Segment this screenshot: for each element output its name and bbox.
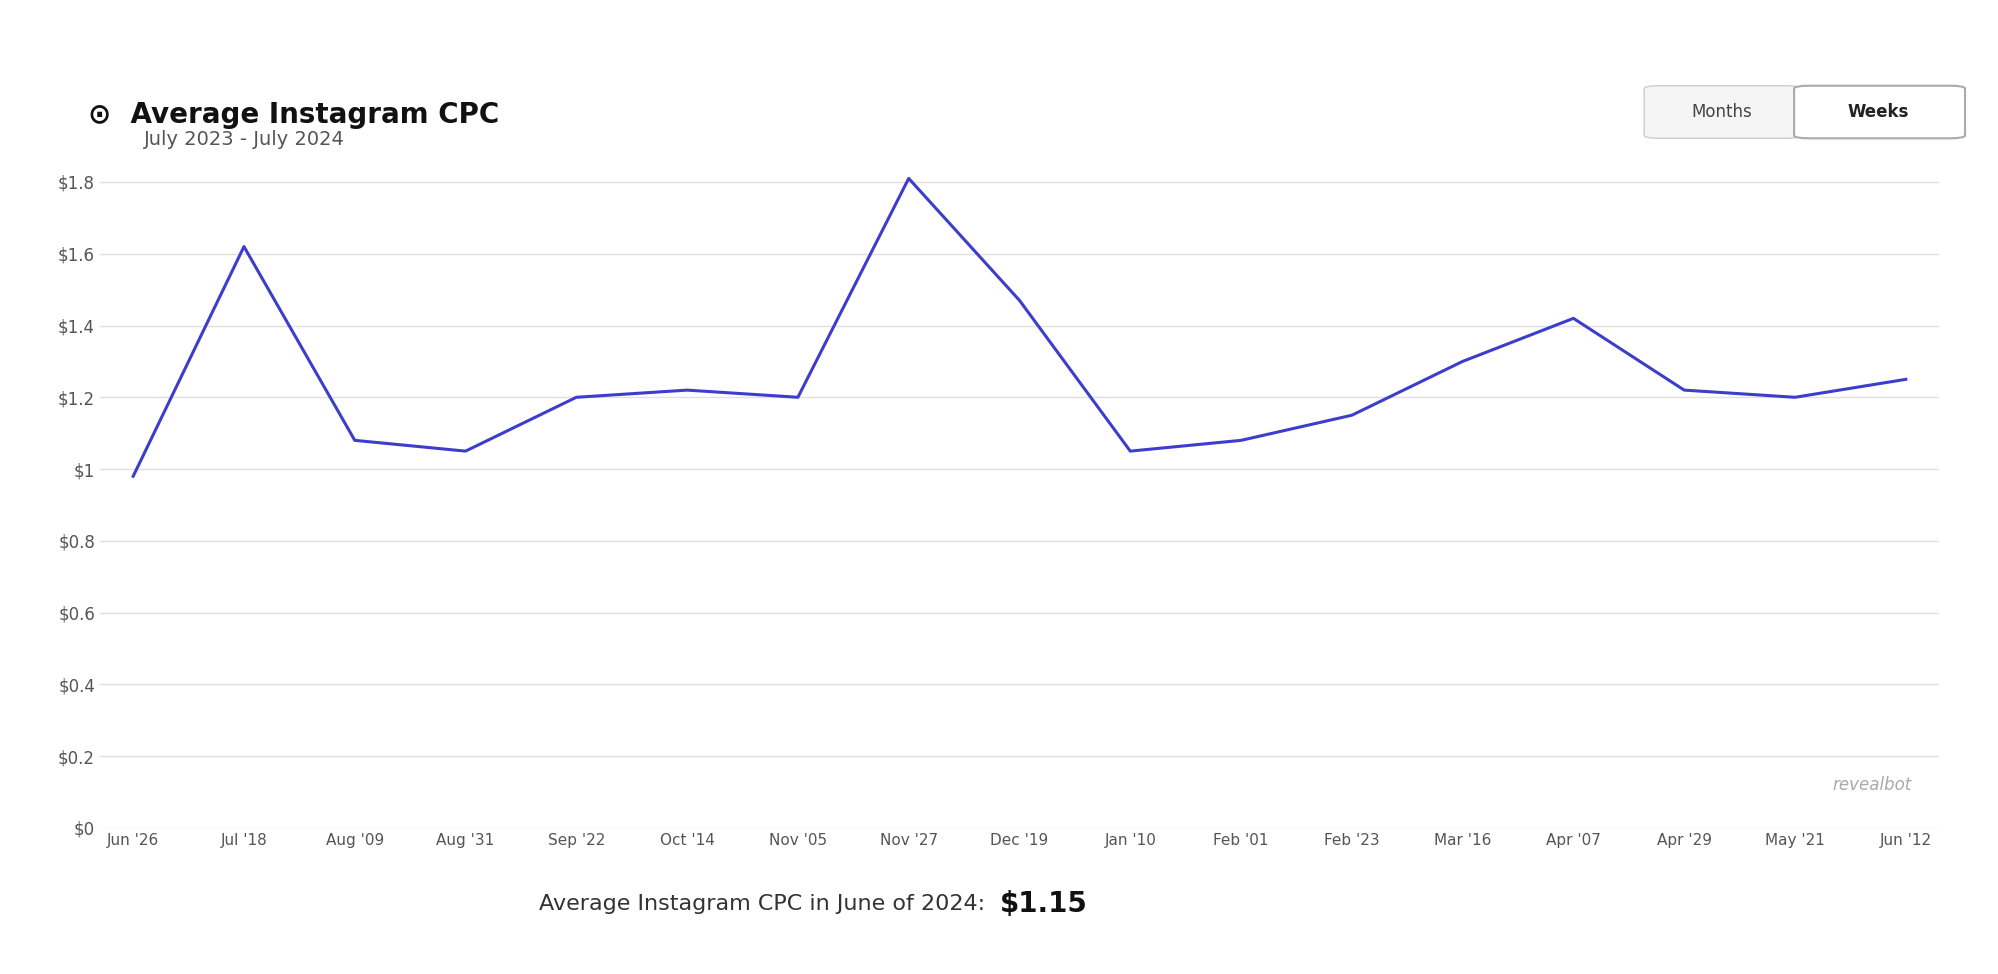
FancyBboxPatch shape [1794,86,1964,138]
Text: July 2023 - July 2024: July 2023 - July 2024 [144,130,344,149]
Text: Weeks: Weeks [1846,103,1908,121]
Text: ▢  Cost per click: ▢ Cost per click [519,34,683,54]
Text: revealbot: revealbot [1832,776,1910,794]
Text: Average Instagram CPC in June of 2024:: Average Instagram CPC in June of 2024: [539,894,999,915]
Text: ⊙  Instagram: ⊙ Instagram [80,34,208,54]
Text: Jul 2023 - Jul 2024: Jul 2023 - Jul 2024 [1518,34,1696,54]
FancyBboxPatch shape [1642,86,1800,138]
Text: $1.15: $1.15 [999,890,1087,918]
Text: No breakdown: No breakdown [1039,34,1179,54]
Text: ⊙  Average Instagram CPC: ⊙ Average Instagram CPC [88,101,500,130]
Text: Months: Months [1690,103,1752,121]
